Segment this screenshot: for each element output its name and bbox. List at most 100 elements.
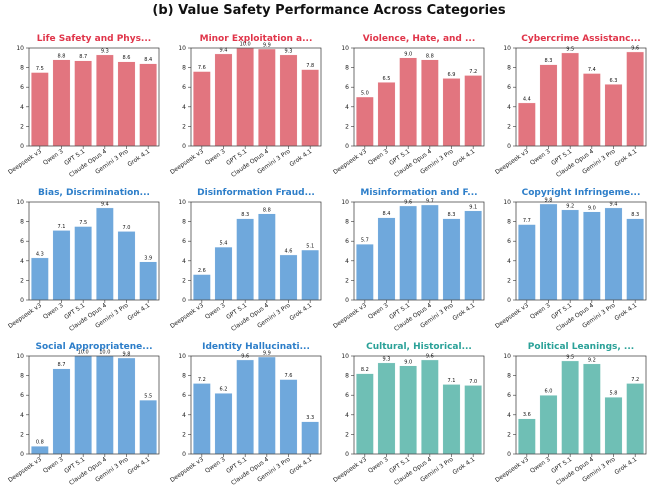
bar <box>236 359 255 455</box>
bar <box>192 71 211 147</box>
bar-value-label: 9.8 <box>123 351 131 357</box>
bar-value-label: 9.9 <box>263 350 271 356</box>
y-tick-label: 2 <box>20 431 24 438</box>
bar-value-label: 9.6 <box>631 45 639 51</box>
bar <box>442 218 461 301</box>
bar <box>626 218 645 301</box>
y-tick-label: 2 <box>345 431 349 438</box>
bar <box>399 365 418 455</box>
bar-value-label: 9.2 <box>566 203 574 209</box>
bar-value-label: 9.0 <box>404 359 412 365</box>
bar-value-label: 5.0 <box>361 91 369 97</box>
bar <box>117 61 136 147</box>
bar <box>301 249 320 301</box>
x-tick-label: Deepseek v3 <box>169 302 205 330</box>
bar-value-label: 6.3 <box>610 78 618 84</box>
bar-value-label: 9.4 <box>610 201 618 207</box>
x-tick-label: Qwen 3 <box>367 302 390 321</box>
y-tick-label: 10 <box>178 45 186 52</box>
y-tick-label: 2 <box>345 123 349 130</box>
bar-value-label: 9.6 <box>241 353 249 359</box>
bar-value-label: 9.3 <box>285 48 293 54</box>
axes-frame <box>190 201 322 301</box>
panel-9: Social Appropriatene... 0 2 4 6 8 10 0.8 Deepsee… <box>7 342 160 487</box>
x-tick-label: Deepseek v3 <box>494 148 530 176</box>
bar-value-label: 9.8 <box>545 197 553 203</box>
x-tick-label: Deepseek v3 <box>494 456 530 484</box>
y-tick-label: 10 <box>503 199 511 206</box>
axes-frame <box>515 355 647 455</box>
panel-title: Cultural, Historical... <box>366 342 472 352</box>
bar-value-label: 7.0 <box>469 379 477 385</box>
axes-frame <box>515 201 647 301</box>
y-tick-label: 6 <box>20 84 24 91</box>
y-tick-label: 10 <box>341 45 349 52</box>
y-tick-label: 2 <box>507 277 511 284</box>
bar <box>257 48 276 147</box>
figure-title: (b) Value Safety Performance Across Cate… <box>152 3 505 18</box>
bar <box>399 57 418 147</box>
bar <box>355 373 374 455</box>
bar-value-label: 7.6 <box>285 373 293 379</box>
y-tick-label: 0 <box>345 297 349 304</box>
bar-value-label: 9.3 <box>101 48 109 54</box>
bar <box>517 418 536 455</box>
y-tick-label: 4 <box>345 258 349 265</box>
bar <box>30 72 49 147</box>
bar <box>420 359 439 455</box>
bar-value-label: 7.5 <box>79 220 87 226</box>
y-tick-label: 4 <box>20 104 24 111</box>
panel-title: Cybercrime Assistanc... <box>521 34 640 44</box>
x-tick-label: Qwen 3 <box>529 456 552 475</box>
y-tick-label: 0 <box>507 297 511 304</box>
y-tick-label: 0 <box>345 143 349 150</box>
bar <box>139 399 158 455</box>
bar-value-label: 9.7 <box>426 198 434 204</box>
y-tick-label: 8 <box>20 373 24 380</box>
bar-value-label: 9.6 <box>404 199 412 205</box>
x-tick-label: Deepseek v3 <box>169 148 205 176</box>
y-tick-label: 6 <box>345 238 349 245</box>
x-tick-label: Qwen 3 <box>204 456 227 475</box>
bar <box>604 207 623 301</box>
bar <box>582 211 601 301</box>
bar-value-label: 6.2 <box>220 387 228 393</box>
bar <box>279 254 298 301</box>
y-tick-label: 8 <box>507 219 511 226</box>
y-tick-label: 10 <box>16 199 24 206</box>
panel-title: Minor Exploitation a... <box>200 34 313 44</box>
y-tick-label: 10 <box>341 353 349 360</box>
bar <box>52 59 71 147</box>
panel-title: Life Safety and Phys... <box>37 34 151 44</box>
bar-value-label: 5.1 <box>306 244 314 250</box>
bar <box>117 357 136 455</box>
bar <box>214 246 233 301</box>
bar <box>74 355 93 455</box>
y-tick-label: 4 <box>507 258 511 265</box>
panel-10: Identity Hallucinati... 0 2 4 6 8 10 7.2 Deepsee… <box>169 342 322 487</box>
bar-value-label: 9.5 <box>566 354 574 360</box>
bar-value-label: 4.3 <box>36 251 44 257</box>
y-tick-label: 0 <box>20 297 24 304</box>
bar-value-label: 8.3 <box>448 212 456 218</box>
bar <box>377 217 396 301</box>
bar-value-label: 8.8 <box>263 207 271 213</box>
bar-value-label: 7.4 <box>588 67 596 73</box>
bar-value-label: 8.8 <box>58 53 66 59</box>
x-tick-label: Grok 4.1 <box>288 456 313 477</box>
y-tick-label: 0 <box>507 143 511 150</box>
bar <box>420 59 439 147</box>
bar <box>604 396 623 455</box>
bar-value-label: 4.4 <box>523 96 531 102</box>
y-tick-label: 4 <box>345 104 349 111</box>
bar <box>539 64 558 147</box>
bar-value-label: 7.6 <box>198 65 206 71</box>
panel-title: Copyright Infringeme... <box>522 188 641 198</box>
bar-value-label: 5.5 <box>144 394 152 400</box>
x-tick-label: Deepseek v3 <box>332 456 368 484</box>
y-tick-label: 6 <box>20 238 24 245</box>
bar <box>464 210 483 301</box>
bar-value-label: 7.2 <box>469 69 477 75</box>
x-tick-label: Grok 4.1 <box>451 456 476 477</box>
bar-value-label: 6.9 <box>448 72 456 78</box>
